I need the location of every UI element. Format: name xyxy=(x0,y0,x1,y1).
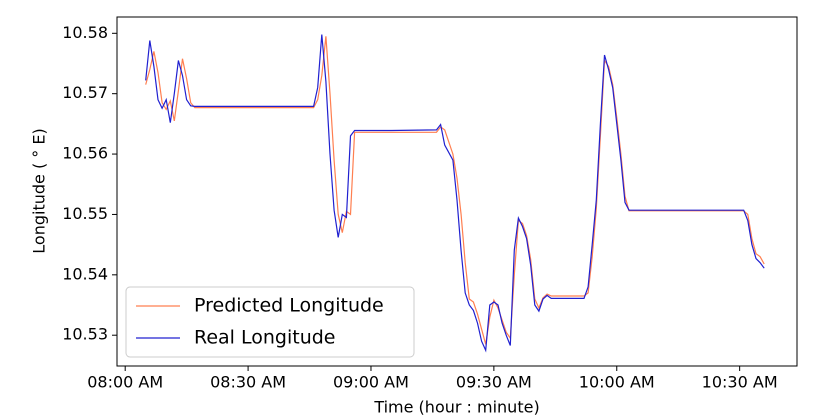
x-tick-label: 10:30 AM xyxy=(702,373,778,392)
line-series xyxy=(145,34,765,353)
x-tick-label: 08:00 AM xyxy=(87,373,163,392)
y-tick-label: 10.53 xyxy=(62,325,108,344)
x-tick-label: 09:30 AM xyxy=(456,373,532,392)
y-tick-label: 10.55 xyxy=(62,204,108,223)
y-tick-label: 10.57 xyxy=(62,83,108,102)
y-axis-label: Longitude ( ° E) xyxy=(30,128,49,253)
x-tick-label: 09:00 AM xyxy=(333,373,409,392)
plot-frame xyxy=(116,16,798,367)
y-tick-label: 10.56 xyxy=(62,144,108,163)
legend-label: Predicted Longitude xyxy=(194,295,384,317)
x-tick-label: 08:30 AM xyxy=(210,373,286,392)
legend-box xyxy=(125,286,415,358)
line-series xyxy=(145,36,765,345)
y-tick-label: 10.54 xyxy=(62,264,108,283)
legend-label: Real Longitude xyxy=(194,327,336,349)
y-tick-label: 10.58 xyxy=(62,23,108,42)
x-tick-label: 10:00 AM xyxy=(579,373,655,392)
x-axis-label: Time (hour : minute) xyxy=(373,398,539,417)
